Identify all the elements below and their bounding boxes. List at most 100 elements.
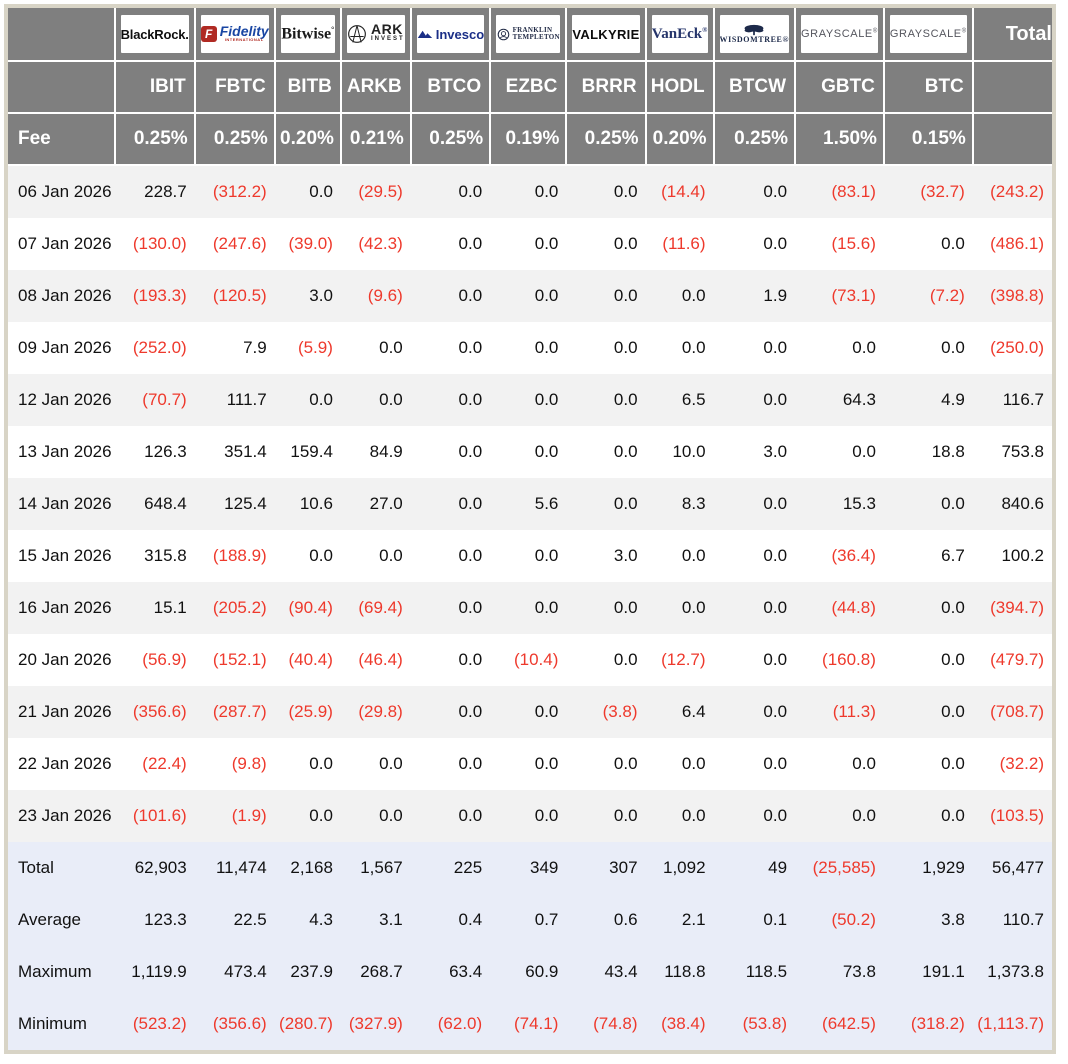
summary-value-btc: 1,929 [922,858,965,877]
value-cell-bitb: (90.4) [288,598,333,617]
value-cell-arkb: 0.0 [379,390,403,409]
value-cell-btc: 0.0 [941,338,965,357]
value-cell-brrr: 0.0 [613,338,638,357]
value-cell-btcw: 0.0 [763,494,788,513]
value-cell-btc: 0.0 [941,598,965,617]
ark-logo: ARK INVEST [346,15,405,53]
summary-row-total: Total 62,903 11,474 2,168 1,567 225 349 307 1,09… [6,842,1054,894]
value-cell-total: (243.2) [990,182,1044,201]
summary-value-gbtc: (642.5) [822,1014,876,1033]
value-cell-fbtc: (247.6) [212,234,267,253]
value-cell-bitb: 3.0 [309,286,333,305]
value-cell-arkb: (29.5) [358,182,403,201]
summary-value-fbtc: 473.4 [224,962,267,981]
value-cell-btco: 0.0 [458,182,483,201]
summary-value-brrr: 307 [609,858,638,877]
grayscale-logo: GRAYSCALE® [801,15,878,53]
value-cell-ibit: (130.0) [132,234,187,253]
value-cell-ezbc: 5.6 [534,494,559,513]
grayscale-logo-text: GRAYSCALE® [889,28,967,40]
fidelity-sub: INTERNATIONAL [224,37,264,42]
wisdomtree-logo: WISDOMTREE® [719,15,790,53]
value-cell-ezbc: 0.0 [534,338,559,357]
value-cell-arkb: (42.3) [358,234,403,253]
value-cell-brrr: 0.0 [613,182,638,201]
valkyrie-logo: VALKYRIE [572,15,640,53]
value-cell-total: 753.8 [1001,442,1044,461]
value-cell-total: (32.2) [999,754,1044,773]
ticker-header-ibit: IBIT [114,61,196,114]
value-cell-btco: 0.0 [458,650,483,669]
summary-value-total: (1,113.7) [977,1014,1044,1033]
summary-value-total: 110.7 [1002,910,1044,929]
value-cell-arkb: 0.0 [379,754,403,773]
wisdomtree-icon [744,24,764,36]
value-cell-hodl: 10.0 [672,442,706,461]
value-cell-btco: 0.0 [458,754,483,773]
value-cell-fbtc: (9.8) [231,754,267,773]
date-cell: 09 Jan 2026 [18,338,112,357]
summary-value-bitb: 237.9 [290,962,333,981]
value-cell-hodl: 0.0 [681,286,706,305]
table-row: 20 Jan 2026 (56.9) (152.1) (40.4) (46.4) 0.0 (… [6,634,1054,686]
value-cell-btcw: 0.0 [763,390,788,409]
value-cell-total: (486.1) [990,234,1044,253]
value-cell-ezbc: 0.0 [534,442,559,461]
value-cell-btcw: 3.0 [763,442,788,461]
ticker-header-arkb: ARKB [340,61,412,114]
value-cell-fbtc: (205.2) [212,598,267,617]
value-cell-ibit: 15.1 [153,598,187,617]
value-cell-total: 116.7 [1002,390,1044,409]
provider-logo-cell: Invesco [410,6,492,62]
value-cell-btcw: 0.0 [763,338,788,357]
etf-flow-table: BlackRock. F Fidelity INTERNATIONAL Bitwise°… [4,4,1056,1054]
summary-label: Total [18,858,54,877]
fee-cell-bitb: 0.20% [274,113,342,166]
value-cell-fbtc: 125.4 [224,494,267,513]
value-cell-arkb: 84.9 [369,442,403,461]
value-cell-btc: 18.8 [931,442,965,461]
summary-value-btc: 191.1 [922,962,965,981]
provider-logo-cell: FRANKLIN TEMPLETON [490,6,568,62]
value-cell-hodl: 6.5 [681,390,706,409]
value-cell-gbtc: (44.8) [831,598,876,617]
table-row: 23 Jan 2026 (101.6) (1.9) 0.0 0.0 0.0 0.0 0.0 0.… [6,790,1054,842]
value-cell-brrr: 0.0 [613,234,638,253]
ark-icon [348,25,366,43]
value-cell-fbtc: (152.1) [212,650,267,669]
fee-cell-btcw: 0.25% [713,113,797,166]
value-cell-arkb: 27.0 [369,494,403,513]
value-cell-gbtc: (36.4) [831,546,876,565]
summary-value-btcw: 0.1 [763,910,788,929]
ticker-header-gbtc: GBTC [795,61,885,114]
value-cell-fbtc: (287.7) [212,702,267,721]
table-row: 12 Jan 2026 (70.7) 111.7 0.0 0.0 0.0 0.0 0.0 6.5… [6,374,1054,426]
value-cell-brrr: 0.0 [613,390,638,409]
value-cell-ibit: 315.8 [144,546,187,565]
value-cell-fbtc: 111.7 [226,390,267,409]
summary-label: Minimum [18,1014,87,1033]
provider-logo-cell: GRAYSCALE® [795,6,885,62]
value-cell-ezbc: 0.0 [534,286,559,305]
date-cell: 06 Jan 2026 [18,182,112,201]
summary-value-fbtc: (356.6) [212,1014,267,1033]
summary-value-total: 56,477 [992,858,1044,877]
date-cell: 20 Jan 2026 [18,650,112,669]
ticker-header-btcw: BTCW [713,61,797,114]
value-cell-hodl: (12.7) [661,650,706,669]
provider-logo-cell: VanEck® [645,6,715,62]
ticker-header-ezbc: EZBC [490,61,568,114]
invesco-icon [417,30,432,38]
value-cell-brrr: 0.0 [613,286,638,305]
table-header: BlackRock. F Fidelity INTERNATIONAL Bitwise°… [6,6,1054,166]
summary-value-hodl: 2.1 [681,910,706,929]
fee-cell-btc: 0.15% [883,113,974,166]
summary-value-btc: 3.8 [941,910,965,929]
vaneck-logo-text: VanEck® [651,25,708,42]
table-row: 09 Jan 2026 (252.0) 7.9 (5.9) 0.0 0.0 0.0 0.0 0.… [6,322,1054,374]
fee-cell-arkb: 0.21% [340,113,412,166]
summary-value-bitb: (280.7) [279,1014,333,1033]
invesco-logo: Invesco [416,15,485,53]
fee-row-label: Fee [6,113,116,166]
